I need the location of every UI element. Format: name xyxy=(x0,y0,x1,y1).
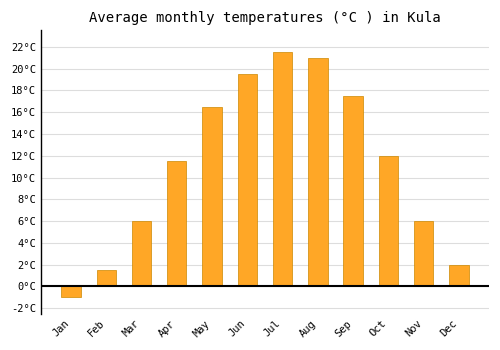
Bar xyxy=(344,96,363,286)
Bar xyxy=(96,270,116,286)
Bar xyxy=(449,265,468,286)
Title: Average monthly temperatures (°C ) in Kula: Average monthly temperatures (°C ) in Ku… xyxy=(89,11,441,25)
Bar xyxy=(202,107,222,286)
Bar xyxy=(132,221,151,286)
Bar xyxy=(167,161,186,286)
Bar xyxy=(414,221,434,286)
Bar xyxy=(62,286,80,297)
Bar xyxy=(308,58,328,286)
Bar xyxy=(238,74,257,286)
Bar xyxy=(378,156,398,286)
Bar xyxy=(273,52,292,286)
